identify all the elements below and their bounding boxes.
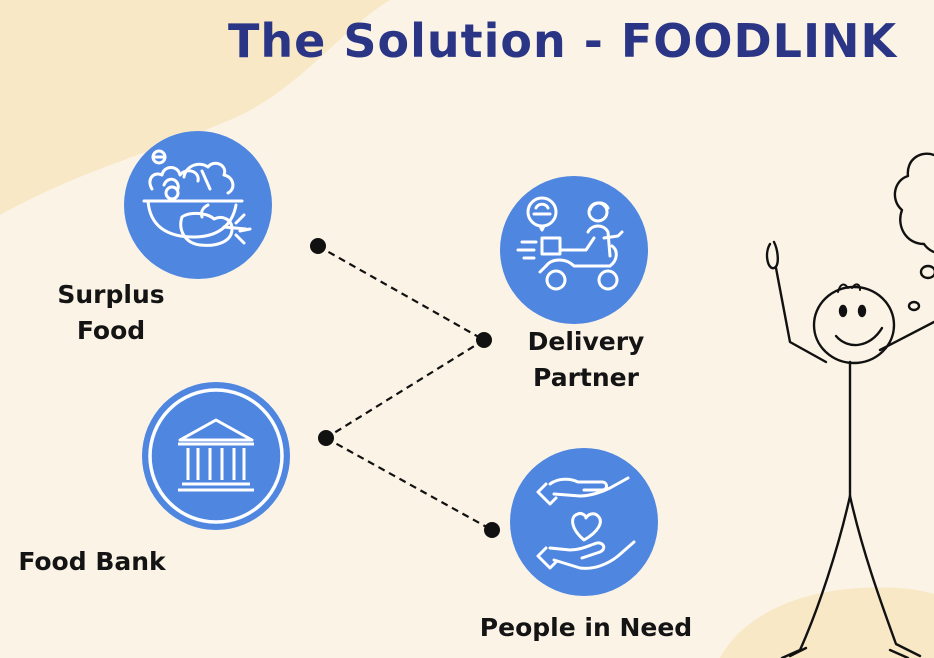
thought-bubble — [893, 152, 934, 254]
thought-bubble-dot-small — [907, 300, 921, 312]
stick-figure-head — [812, 285, 896, 365]
surplus-food-label-line1: Surplus — [57, 280, 165, 309]
thought-bubble-dot-large — [919, 264, 934, 280]
connector-dot-delivery — [476, 332, 492, 348]
connector-dot-bank — [318, 430, 334, 446]
stick-figure-illustration — [765, 152, 934, 658]
delivery-partner-label-line1: Delivery — [527, 327, 645, 356]
stick-figure-left-leg — [780, 494, 852, 658]
connector-bank-to-people — [325, 437, 493, 531]
surplus-food-label: Surplus Food — [50, 277, 172, 349]
food-bank-label: Food Bank — [18, 547, 166, 576]
salad-bowl-icon — [142, 149, 252, 247]
connector-delivery-to-bank — [325, 339, 485, 439]
stick-figure-left-arm — [765, 240, 779, 270]
page-title: The Solution - FOODLINK — [228, 14, 898, 68]
people-in-need-label: People in Need — [479, 613, 693, 642]
helping-hands-heart-icon — [536, 476, 636, 570]
stick-figure-right-leg — [848, 494, 922, 658]
delivery-partner-label-line2: Partner — [533, 363, 639, 392]
surplus-food-circle — [124, 131, 272, 279]
connector-dot-people — [484, 522, 500, 538]
delivery-scooter-icon — [516, 196, 624, 291]
stick-figure-right-arm — [878, 320, 934, 352]
people-in-need-circle — [510, 448, 658, 596]
food-bank-circle — [142, 382, 290, 530]
connector-surplus-to-delivery — [317, 245, 485, 341]
bank-building-icon — [148, 388, 284, 524]
connector-dot-surplus — [310, 238, 326, 254]
delivery-partner-label: Delivery Partner — [520, 324, 652, 396]
delivery-partner-circle — [500, 176, 648, 324]
surplus-food-label-line2: Food — [76, 316, 146, 345]
